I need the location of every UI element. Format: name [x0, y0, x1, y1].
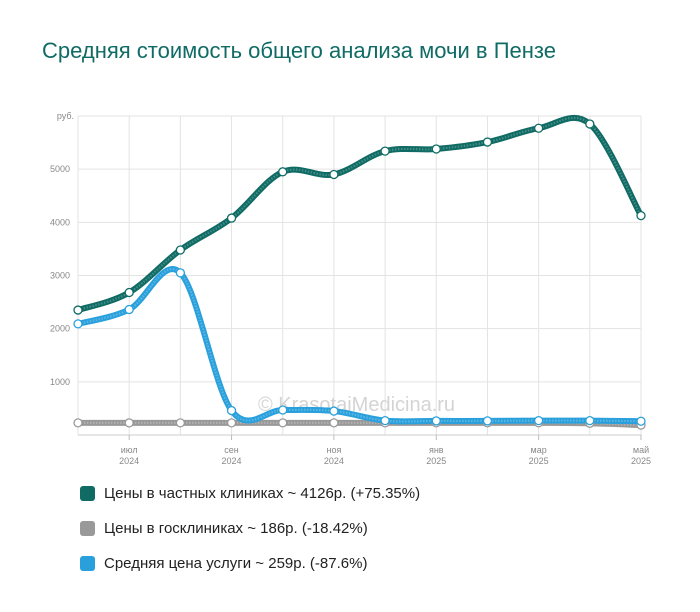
data-point[interactable]: [585, 415, 595, 426]
data-point[interactable]: [226, 213, 237, 223]
y-tick-label: 4000: [50, 217, 70, 227]
data-point[interactable]: [482, 416, 493, 426]
data-point[interactable]: [431, 144, 441, 154]
x-tick-label: мар: [531, 445, 547, 455]
data-point[interactable]: [175, 418, 186, 428]
data-point[interactable]: [278, 418, 288, 428]
y-tick-label: 5000: [50, 164, 70, 174]
data-point[interactable]: [482, 137, 493, 147]
legend: Цены в частных клиниках ~ 4126р. (+75.35…: [80, 484, 420, 589]
data-point[interactable]: [124, 418, 134, 428]
x-tick-year: 2025: [529, 456, 549, 466]
data-point[interactable]: [380, 146, 390, 156]
data-point[interactable]: [73, 319, 83, 329]
chart-title: Средняя стоимость общего анализа мочи в …: [42, 38, 556, 63]
x-tick-label: май: [633, 445, 649, 455]
data-point[interactable]: [73, 418, 83, 428]
legend-item[interactable]: Цены в частных клиниках ~ 4126р. (+75.35…: [80, 484, 420, 502]
data-point[interactable]: [226, 418, 237, 428]
data-points: [73, 119, 646, 430]
legend-swatch: [80, 555, 95, 571]
x-tick-label: сен: [224, 445, 239, 455]
x-tick-label: июл: [121, 445, 138, 455]
data-point[interactable]: [175, 268, 186, 278]
data-point[interactable]: [124, 304, 134, 315]
data-point[interactable]: [431, 416, 441, 426]
legend-label: Средняя цена услуги ~ 259р. (-87.6%): [104, 554, 368, 572]
x-tick-year: 2025: [426, 456, 446, 466]
data-point[interactable]: [533, 415, 544, 426]
data-point[interactable]: [533, 123, 544, 133]
data-point[interactable]: [175, 245, 186, 255]
data-point[interactable]: [636, 210, 646, 221]
data-point[interactable]: [278, 405, 288, 415]
data-point[interactable]: [585, 119, 595, 129]
series-lines: [75, 115, 644, 429]
x-tick-label: янв: [429, 445, 444, 455]
data-point[interactable]: [73, 305, 83, 315]
series-line-inner: [77, 117, 642, 312]
legend-label: Цены в частных клиниках ~ 4126р. (+75.35…: [104, 484, 421, 502]
x-tick-year: 2024: [222, 456, 242, 466]
data-point[interactable]: [380, 415, 390, 426]
series-line-outer: [75, 115, 644, 314]
x-axis: июл2024сен2024ноя2024янв2025мар2025май20…: [119, 435, 651, 466]
data-point[interactable]: [329, 169, 339, 180]
data-point[interactable]: [124, 287, 134, 298]
y-axis: руб. 1000 2000 3000 4000 5000: [50, 111, 74, 387]
legend-swatch: [80, 485, 95, 501]
grid: [77, 115, 642, 436]
legend-item[interactable]: Средняя цена услуги ~ 259р. (-87.6%): [80, 554, 420, 572]
legend-label: Цены в госклиниках ~ 186р. (-18.42%): [104, 519, 368, 537]
x-tick-year: 2024: [119, 456, 139, 466]
data-point[interactable]: [226, 405, 237, 416]
series-line-texture: [77, 117, 642, 312]
data-point[interactable]: [329, 406, 339, 416]
y-tick-label: 1000: [50, 377, 70, 387]
y-tick-label: 3000: [50, 271, 70, 281]
x-tick-year: 2024: [324, 456, 344, 466]
y-unit-label: руб.: [57, 111, 74, 121]
x-tick-label: ноя: [326, 445, 341, 455]
data-point[interactable]: [329, 418, 339, 428]
legend-swatch: [80, 520, 95, 536]
x-tick-year: 2025: [631, 456, 651, 466]
y-tick-label: 2000: [50, 324, 70, 334]
legend-item[interactable]: Цены в госклиниках ~ 186р. (-18.42%): [80, 519, 420, 537]
data-point[interactable]: [278, 167, 288, 177]
data-point[interactable]: [636, 416, 646, 426]
